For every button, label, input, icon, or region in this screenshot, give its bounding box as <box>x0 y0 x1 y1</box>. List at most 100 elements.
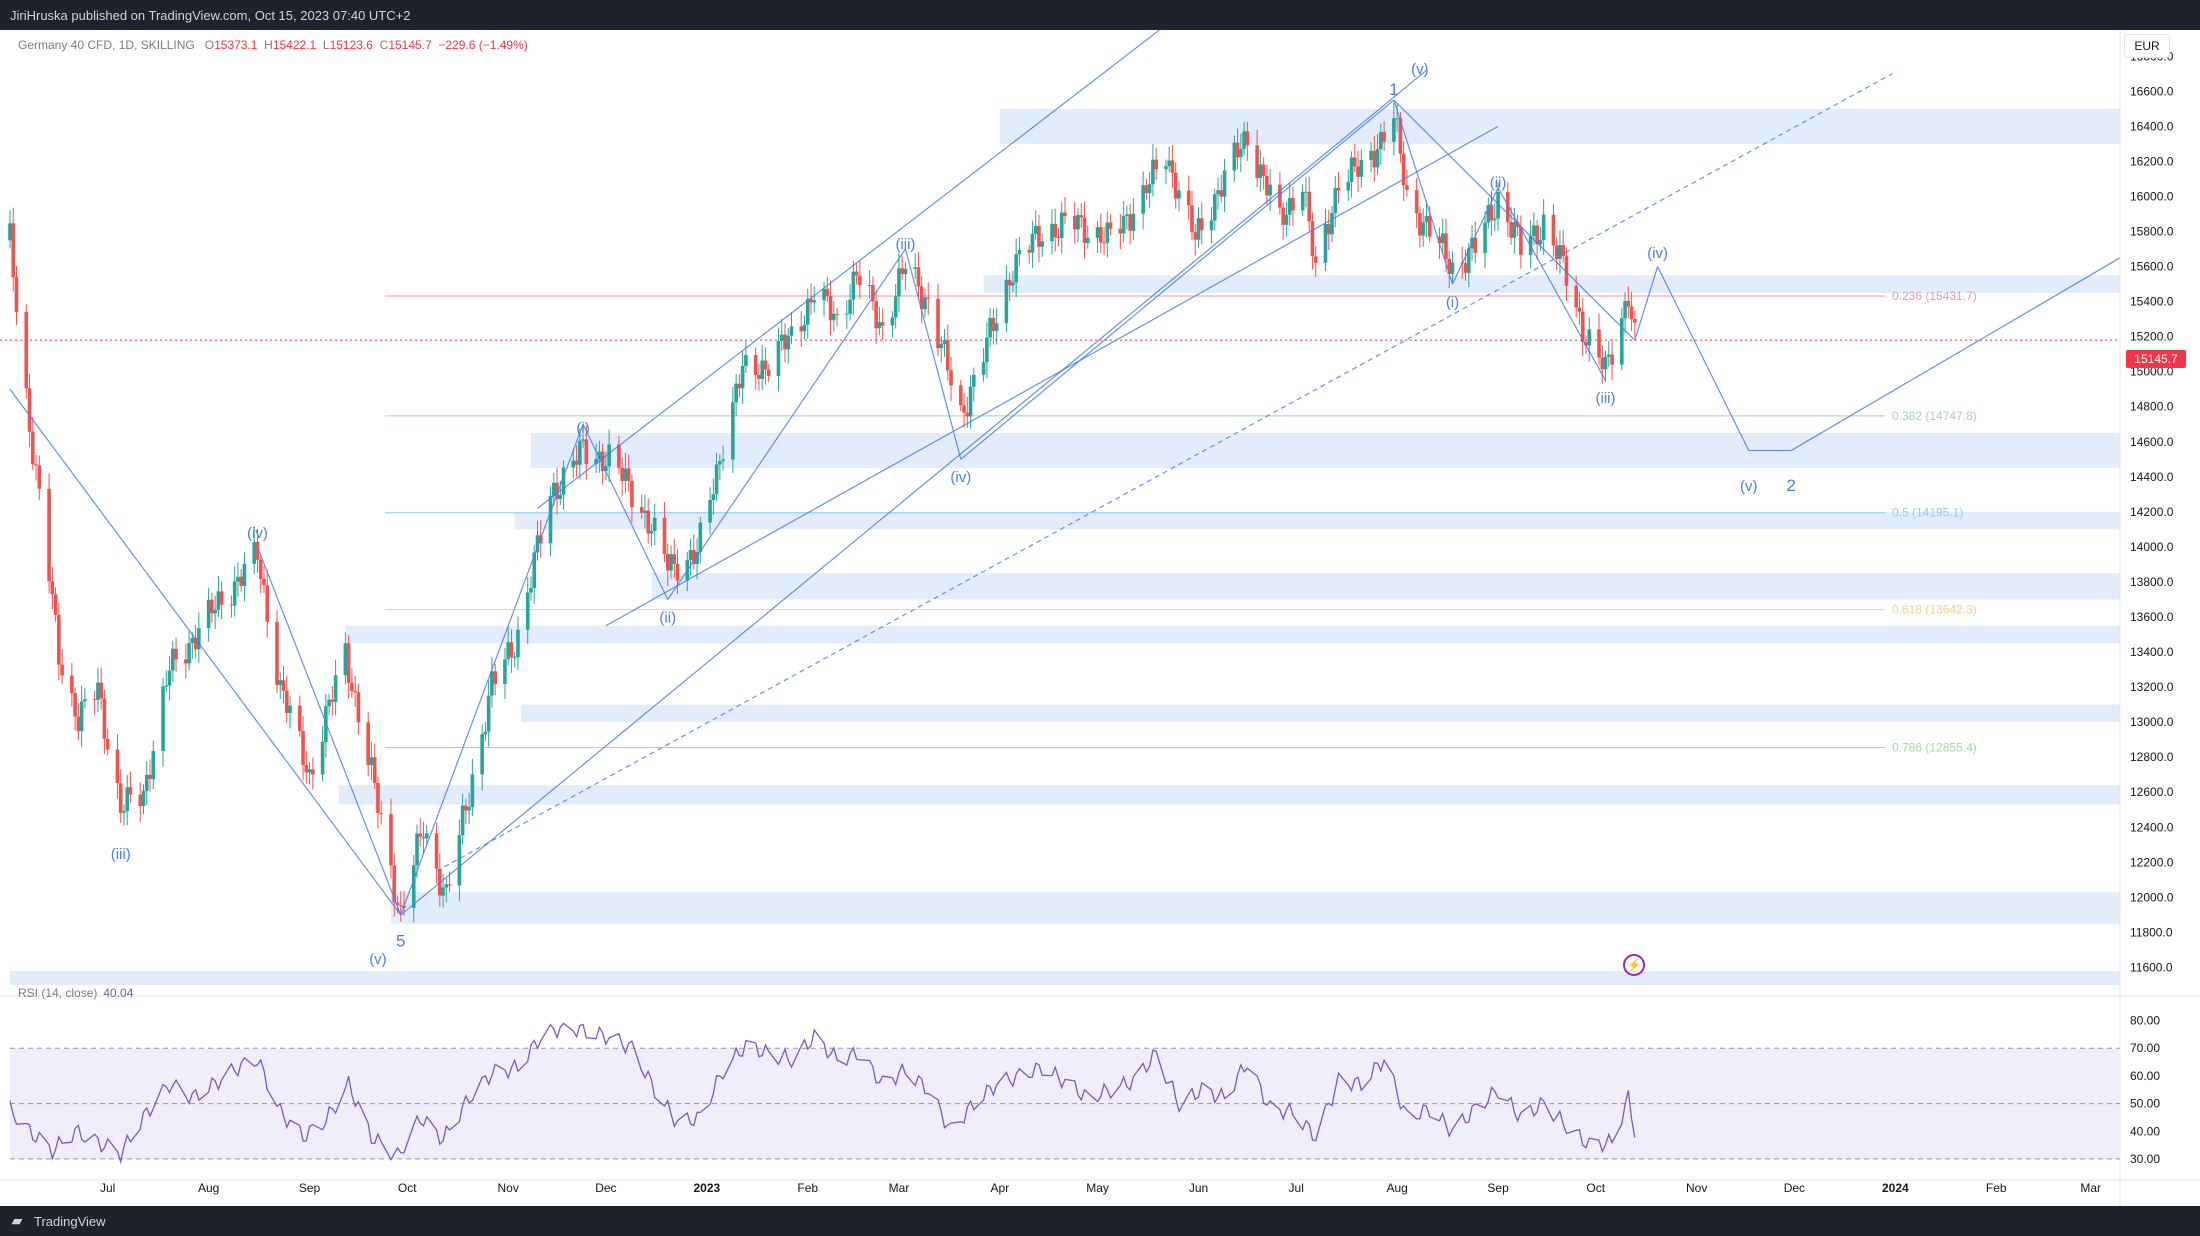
candle-body <box>985 337 989 363</box>
candle-body <box>57 614 61 665</box>
candle-body <box>34 464 38 466</box>
supply-demand-zone <box>521 704 2120 723</box>
candle-body <box>639 507 644 513</box>
wave-label: (iii) <box>111 846 131 863</box>
candle-body <box>1258 164 1263 178</box>
candle-body <box>53 594 58 615</box>
candle-body <box>1506 191 1510 223</box>
candle-body <box>760 360 764 379</box>
price-tick-label: 15800.0 <box>2130 225 2174 239</box>
fib-level-label: 0.5 (14195.1) <box>1892 506 1963 520</box>
candle-body <box>789 326 794 336</box>
candle-body <box>828 296 833 321</box>
wave-segment <box>904 248 962 460</box>
footer-bar: ▰ TradingView <box>0 1206 2200 1236</box>
candle-body <box>1082 217 1087 244</box>
candle-body <box>1014 254 1018 283</box>
candle-body <box>708 500 712 523</box>
candle-body <box>1004 279 1009 324</box>
chart-area[interactable]: 0.236 (15431.7) 0.382 (14747.8) 0.5 (14195… <box>0 30 2200 1206</box>
candle-body <box>1063 212 1067 216</box>
candle-body <box>744 354 748 366</box>
candle-body <box>258 559 263 579</box>
candle-body <box>1333 187 1338 213</box>
wave-label: 1 <box>1389 80 1398 99</box>
candle-body <box>1313 256 1318 263</box>
wave-segment <box>256 546 402 916</box>
time-tick-label: Dec <box>1784 1181 1805 1195</box>
candle-body <box>83 699 87 702</box>
candle-body <box>1059 212 1064 238</box>
candle-body <box>981 362 986 375</box>
candle-body <box>652 517 657 531</box>
candle-body <box>346 643 351 683</box>
candle-body <box>353 690 357 693</box>
candle-body <box>1395 118 1399 120</box>
price-tick-label: 12000.0 <box>2130 890 2174 904</box>
candle-body <box>763 360 768 370</box>
candle-body <box>236 576 240 582</box>
currency-selector[interactable]: EUR <box>2124 34 2170 58</box>
candle-body <box>858 275 862 286</box>
wave-segment <box>1497 187 1607 381</box>
candle-body <box>128 787 133 795</box>
candle-body <box>854 271 859 276</box>
time-tick-label: Mar <box>2080 1181 2101 1195</box>
candle-body <box>1216 190 1220 195</box>
candle-body <box>343 643 348 676</box>
rsi-line <box>9 1022 1636 1165</box>
candle-body <box>1141 185 1145 214</box>
candle-body <box>239 576 243 586</box>
candle-body <box>1193 232 1198 240</box>
candle-body <box>213 609 217 614</box>
price-tick-label: 12200.0 <box>2130 855 2174 869</box>
candle-body <box>50 581 55 595</box>
candle-body <box>1606 354 1611 357</box>
candle-body <box>14 277 19 312</box>
price-tick-label: 14600.0 <box>2130 435 2174 449</box>
wave-segment <box>1451 187 1499 285</box>
candle-body <box>301 730 305 766</box>
candle-body <box>880 322 885 326</box>
time-tick-label: Sep <box>1487 1181 1509 1195</box>
candle-body <box>1463 263 1468 273</box>
candle-body <box>164 685 169 687</box>
candle-body <box>1105 222 1110 243</box>
candle-body <box>936 298 940 349</box>
candle-body <box>1541 214 1546 241</box>
candle-body <box>284 690 289 713</box>
candle-body <box>457 835 462 886</box>
candle-body <box>1131 213 1136 231</box>
candle-body <box>1623 300 1627 319</box>
candle-body <box>867 284 872 286</box>
candle-body <box>1099 227 1103 243</box>
chart-canvas[interactable]: 0.236 (15431.7) 0.382 (14747.8) 0.5 (14195… <box>0 30 2200 1206</box>
candle-body <box>350 682 354 691</box>
candle-body <box>643 510 647 513</box>
candle-body <box>1222 170 1227 197</box>
candle-body <box>99 682 103 699</box>
candle-body <box>698 522 703 553</box>
candle-body <box>1512 222 1517 238</box>
rsi-tick-label: 60.00 <box>2130 1069 2160 1083</box>
candle-body <box>470 774 475 808</box>
candle-body <box>464 805 468 811</box>
candle-body <box>1173 172 1178 199</box>
time-tick-label: Oct <box>1586 1181 1605 1195</box>
supply-demand-zone <box>514 511 2120 530</box>
lightning-bolt-icon[interactable]: ⚡ <box>1623 954 1645 976</box>
price-tick-label: 15600.0 <box>2130 260 2174 274</box>
symbol-title: Germany 40 CFD, 1D, SKILLING <box>18 38 195 52</box>
candle-body <box>1330 212 1334 235</box>
time-tick-label: Nov <box>498 1181 519 1195</box>
candle-body <box>1125 214 1129 216</box>
supply-demand-zone <box>10 970 2120 985</box>
candle-body <box>24 311 29 389</box>
candle-body <box>669 554 673 571</box>
candle-body <box>118 783 123 813</box>
candle-body <box>646 510 651 534</box>
candle-body <box>1538 240 1543 245</box>
wave-label: (iv) <box>950 469 971 486</box>
open-label: O <box>204 38 215 52</box>
price-tick-label: 13400.0 <box>2130 645 2174 659</box>
